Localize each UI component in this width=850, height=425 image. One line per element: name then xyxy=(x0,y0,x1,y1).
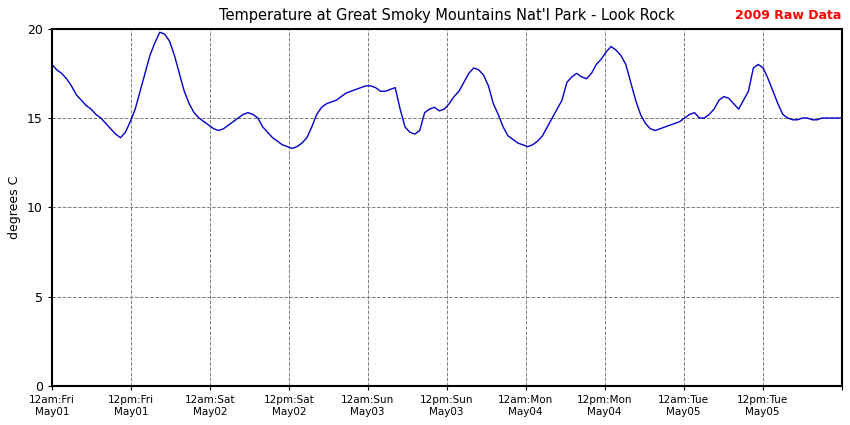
Y-axis label: degrees C: degrees C xyxy=(8,176,21,239)
Text: 2009 Raw Data: 2009 Raw Data xyxy=(735,8,842,22)
Title: Temperature at Great Smoky Mountains Nat'l Park - Look Rock: Temperature at Great Smoky Mountains Nat… xyxy=(218,8,675,23)
